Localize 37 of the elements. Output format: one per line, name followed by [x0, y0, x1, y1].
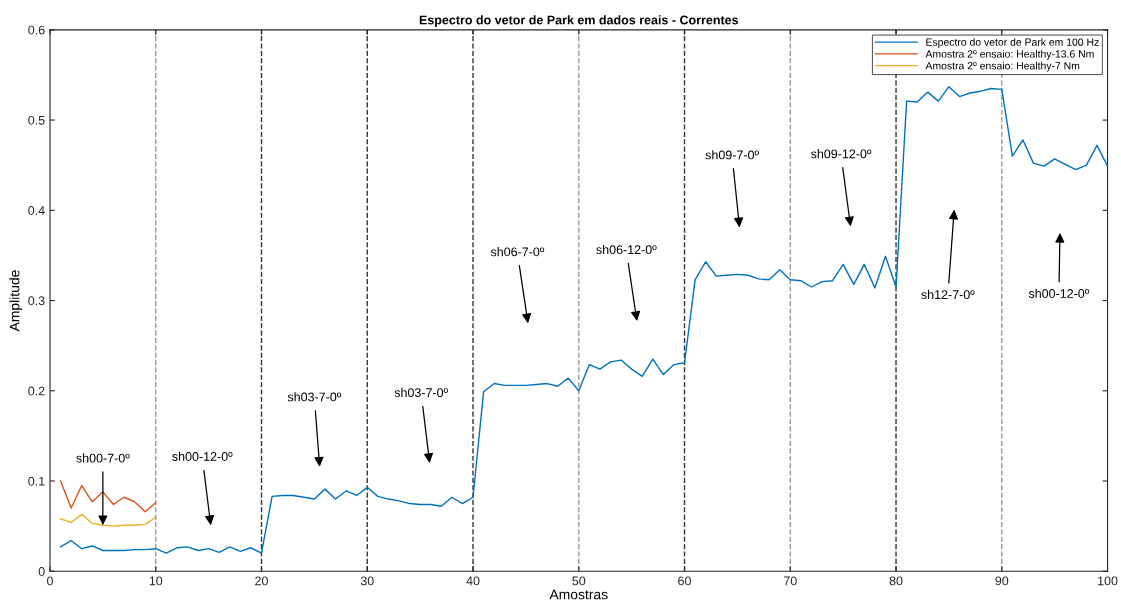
legend-label: Espectro do vetor de Park em 100 Hz: [926, 38, 1099, 48]
line-series: [59, 480, 157, 513]
annotation: sh06-7-0º: [490, 247, 545, 257]
annotation: sh06-12-0º: [596, 244, 657, 255]
y-tick-label: 0.6: [28, 25, 45, 35]
x-axis-title: Amostras: [549, 589, 608, 600]
x-tick-label: 90: [995, 576, 1009, 586]
annotation: sh09-12-0º: [810, 149, 872, 159]
x-tick-label: 20: [255, 576, 268, 586]
line-series: [59, 513, 157, 527]
x-tick-label: 10: [149, 576, 163, 586]
annotation: sh12-7-0º: [921, 289, 975, 300]
x-tick-label: 70: [783, 576, 797, 586]
annotation: sh00-12-0º: [172, 451, 233, 461]
y-tick-label: 0.2: [28, 386, 45, 396]
line-series: [59, 85, 1108, 554]
x-tick-label: 60: [678, 576, 691, 586]
annotation: sh03-7-0º: [287, 392, 342, 402]
x-tick-label: 80: [889, 576, 903, 586]
x-tick-label: 100: [1098, 576, 1118, 586]
x-tick-label: 0: [47, 576, 53, 586]
annotation: sh03-7-0º: [394, 387, 448, 398]
y-tick-label: 0: [38, 567, 45, 576]
y-tick-label: 0.5: [28, 115, 45, 125]
x-tick-label: 30: [360, 576, 374, 586]
y-tick-label: 0.4: [28, 206, 45, 215]
y-axis-title: Amplitude: [9, 270, 23, 332]
x-tick-label: 40: [466, 576, 480, 586]
x-tick-label: 50: [572, 576, 586, 586]
annotation: sh00-12-0º: [1028, 288, 1090, 298]
y-tick-label: 0.3: [28, 296, 45, 306]
legend-label: Amostra 2º ensaio: Healthy-7 Nm: [925, 61, 1080, 72]
legend-label: Amostra 2º ensaio: Healthy-13.6 Nm: [925, 49, 1094, 60]
annotation: sh09-7-0º: [705, 150, 759, 160]
annotation: sh00-7-0º: [76, 453, 130, 463]
y-tick-label: 0.1: [28, 476, 45, 486]
chart-title: Espectro do vetor de Park em dados reais - Correntes: [419, 15, 739, 27]
